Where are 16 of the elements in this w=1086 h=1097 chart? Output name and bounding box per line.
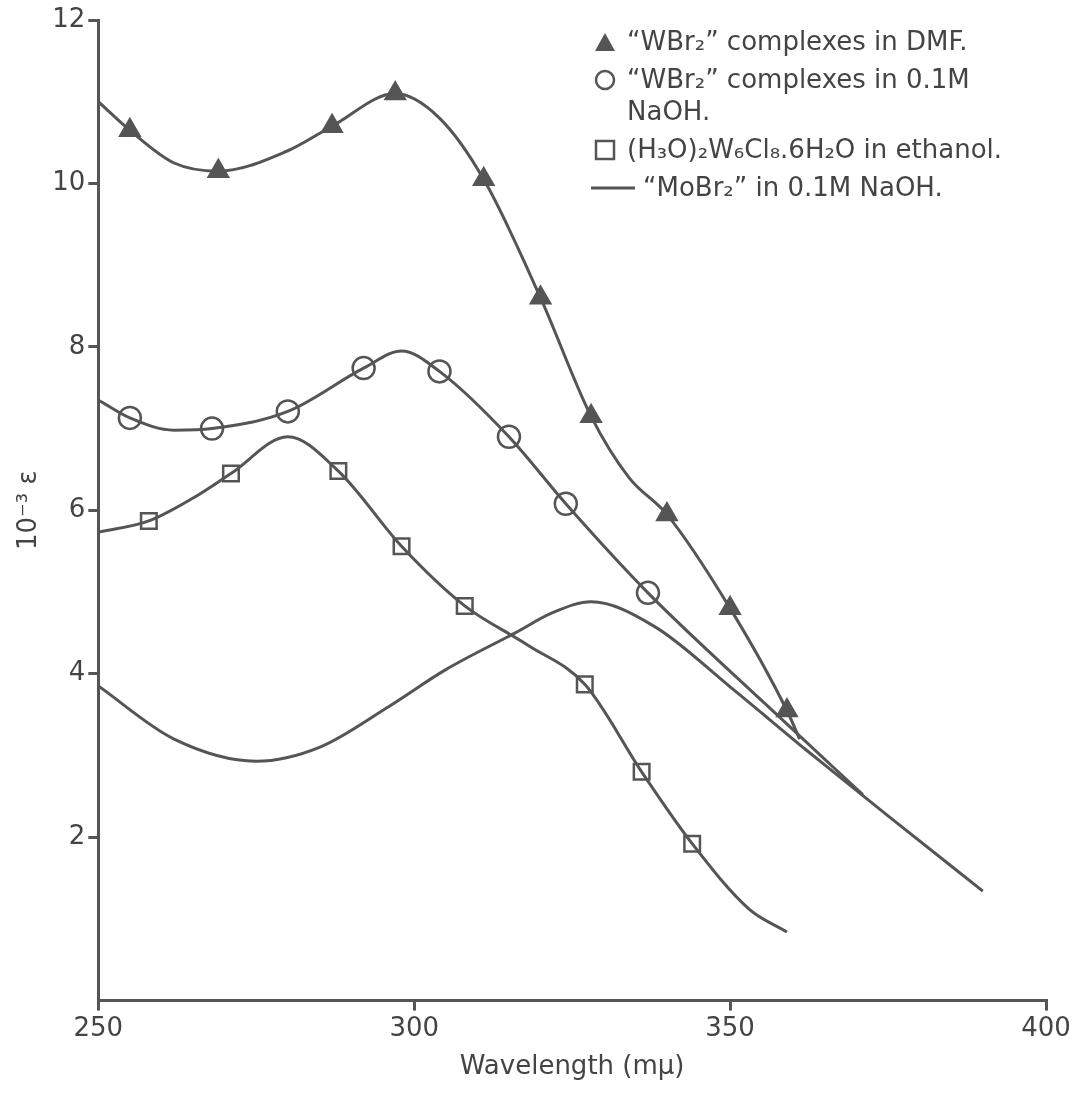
y-tick-label: 8 <box>68 329 86 360</box>
y-tick-label: 6 <box>68 493 86 524</box>
legend-label: “WBr₂” complexes in 0.1M NaOH. <box>627 63 971 127</box>
x-tick-label: 400 <box>1021 1011 1071 1042</box>
y-tick-label: 4 <box>68 656 86 687</box>
legend-label: “WBr₂” complexes in DMF. <box>627 25 968 57</box>
x-tick-label: 250 <box>73 1011 124 1042</box>
x-tick-label: 350 <box>705 1011 755 1042</box>
y-tick-label: 10 <box>52 166 86 197</box>
x-axis-title: Wavelength (mμ) <box>459 1050 685 1081</box>
y-tick-label: 2 <box>68 819 86 850</box>
y-tick-label: 12 <box>52 2 86 33</box>
legend-label: (H₃O)₂W₆Cl₈.6H₂O in ethanol. <box>627 133 1003 165</box>
x-tick-label: 300 <box>389 1011 440 1042</box>
y-axis-title: 10⁻³ ε <box>12 470 43 551</box>
legend-label: “MoBr₂” in 0.1M NaOH. <box>643 171 943 203</box>
